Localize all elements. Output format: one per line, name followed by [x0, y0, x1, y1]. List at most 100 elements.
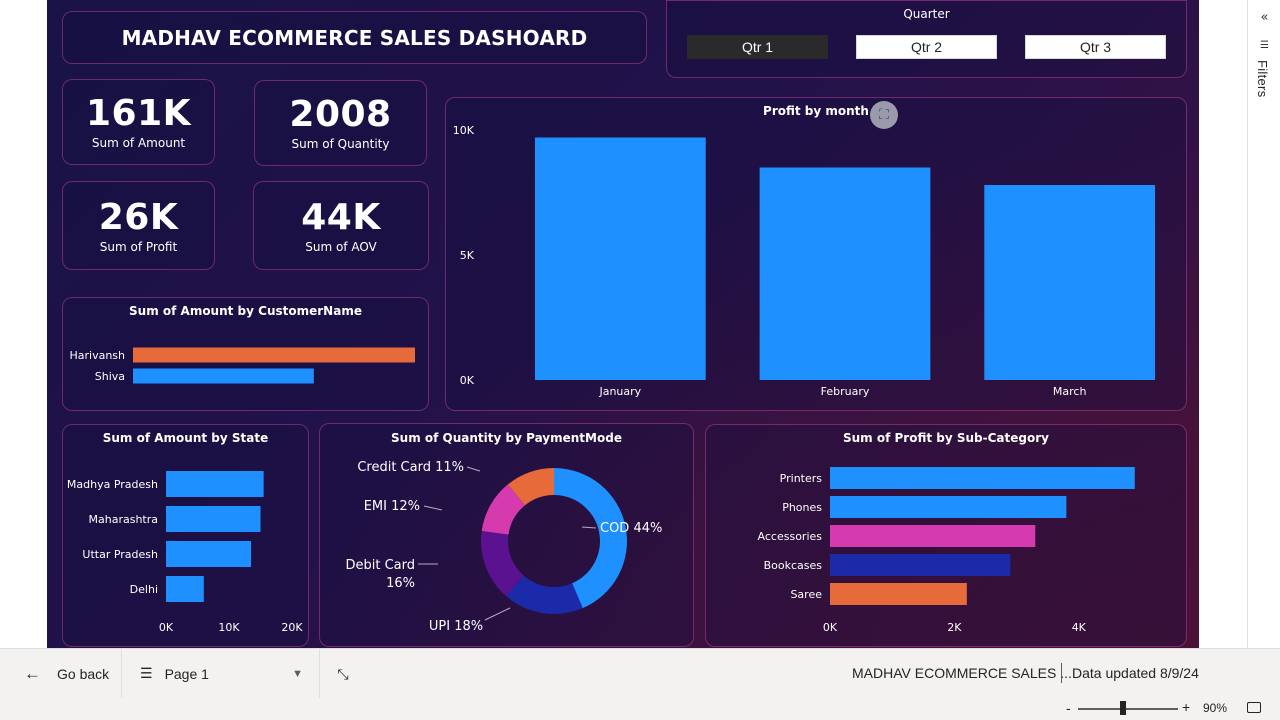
category-label: Shiva [95, 370, 125, 383]
category-label: Madhya Pradesh [67, 478, 158, 491]
bar [534, 137, 706, 380]
bar [759, 167, 931, 380]
page-list-icon: ☰ [140, 665, 153, 681]
amount-by-customer-chart: Harivansh Shiva [69, 347, 415, 384]
filters-pane[interactable]: « ☰ Filters [1247, 0, 1280, 648]
slicer-option-qtr2[interactable]: Qtr 2 [856, 35, 997, 59]
zoom-slider-track[interactable] [1078, 708, 1178, 710]
kpi-label: Sum of Amount [91, 136, 186, 150]
slicer-option-qtr3[interactable]: Qtr 3 [1025, 35, 1166, 59]
go-back-button[interactable]: ← Go back [0, 649, 122, 698]
amount-by-customer-visual[interactable]: Sum of Amount by CustomerName Harivansh S… [62, 297, 429, 411]
chevron-down-icon: ▼ [292, 667, 303, 680]
dashboard-title: MADHAV ECOMMERCE SALES DASHOARD [121, 25, 588, 50]
bar [830, 554, 1011, 576]
bar [133, 368, 314, 384]
visual-title: Profit by month [763, 104, 869, 118]
page-selector[interactable]: ☰ Page 1 ▼ [122, 649, 320, 698]
leader-line [423, 505, 443, 511]
collapse-filters-icon[interactable]: « [1260, 10, 1269, 25]
profit-by-month-visual[interactable]: Profit by month ⛶ 0K 5K 10K January February… [445, 97, 1187, 411]
slice-label: Debit Card [345, 558, 415, 573]
bar [166, 471, 264, 497]
donut-slice [506, 575, 583, 614]
donut-slice [554, 468, 627, 609]
page-selector-label: Page 1 [164, 665, 209, 682]
kpi-value: 26K [98, 196, 179, 238]
report-title-status: MADHAV ECOMMERCE SALES ... [852, 665, 1072, 681]
bar [133, 347, 415, 363]
donut-slice [481, 484, 525, 535]
x-tick-label: January [598, 385, 641, 398]
x-tick-label: 20K [281, 621, 303, 634]
zoom-in-button[interactable]: + [1182, 699, 1191, 715]
profit-by-subcategory-chart: Printers Phones Accessories Bookcases Saree 0… [758, 467, 1135, 634]
zoom-out-button[interactable]: - [1066, 700, 1071, 716]
slice-label: UPI 18% [429, 619, 483, 634]
title-card: MADHAV ECOMMERCE SALES DASHOARD [62, 11, 647, 64]
bar [166, 506, 261, 532]
collapse-arrows-icon[interactable]: ⤡ [337, 665, 349, 682]
donut-slice [507, 468, 554, 506]
x-tick-label: March [1053, 385, 1087, 398]
category-label: Phones [782, 501, 822, 514]
kpi-label: Sum of AOV [305, 239, 377, 254]
left-margin [0, 0, 47, 648]
category-label: Delhi [130, 583, 158, 596]
kpi-label: Sum of Profit [99, 239, 178, 254]
y-tick-label: 10K [453, 124, 475, 137]
zoom-bar: - + 90% [0, 698, 1280, 720]
bar [830, 583, 967, 605]
y-tick-label: 5K [460, 249, 475, 262]
x-tick-label: 4K [1072, 621, 1087, 634]
visual-title: Sum of Profit by Sub-Category [843, 431, 1049, 445]
filters-label[interactable]: Filters [1255, 60, 1270, 98]
category-label: Accessories [758, 530, 823, 543]
arrow-left-icon: ← [24, 663, 41, 683]
bottom-navigation-bar: ← Go back ☰ Page 1 ▼ ⤡ MADHAV ECOMMERCE … [0, 648, 1280, 698]
profit-by-subcategory-visual[interactable]: Sum of Profit by Sub-Category Printers Ph… [705, 424, 1187, 647]
leader-line [581, 526, 597, 529]
x-tick-label: 0K [159, 621, 174, 634]
slice-label: 16% [386, 576, 415, 591]
slice-label: Credit Card 11% [357, 460, 464, 475]
amount-by-state-visual[interactable]: Sum of Amount by State Madhya Pradesh Mah… [62, 424, 309, 647]
go-back-label: Go back [57, 665, 110, 682]
quantity-by-paymentmode-visual[interactable]: Sum of Quantity by PaymentMode COD 44% UP… [319, 423, 694, 647]
kpi-card-amount: 161K Sum of Amount [62, 79, 215, 165]
kpi-value: 161K [85, 93, 192, 134]
category-label: Maharashtra [89, 513, 159, 526]
right-margin [1199, 0, 1247, 648]
bar [830, 496, 1067, 518]
visual-title: Sum of Quantity by PaymentMode [391, 431, 622, 445]
kpi-card-profit: 26K Sum of Profit [62, 181, 215, 270]
category-label: Uttar Pradesh [82, 548, 158, 561]
category-label: Harivansh [69, 349, 125, 362]
fit-to-page-icon[interactable] [1247, 702, 1261, 713]
visual-title: Sum of Amount by CustomerName [129, 304, 362, 318]
zoom-level: 90% [1203, 701, 1228, 715]
bar [830, 467, 1135, 489]
bar [166, 576, 204, 602]
bar [984, 185, 1156, 380]
bar [166, 541, 252, 567]
slicer-option-qtr1[interactable]: Qtr 1 [687, 35, 828, 59]
leader-line [484, 607, 511, 621]
x-tick-label: 0K [823, 621, 838, 634]
zoom-slider-thumb[interactable] [1120, 701, 1126, 715]
x-tick-label: 10K [218, 621, 240, 634]
filter-icon: ☰ [1260, 40, 1269, 51]
kpi-card-aov: 44K Sum of AOV [253, 181, 429, 270]
bar [830, 525, 1036, 547]
status-divider [1061, 663, 1062, 683]
visual-title: Sum of Amount by State [102, 431, 269, 445]
leader-line [466, 466, 481, 472]
focus-mode-icon[interactable]: ⛶ [870, 101, 898, 129]
profit-by-month-chart: 0K 5K 10K January February March [453, 124, 1156, 398]
amount-by-state-chart: Madhya Pradesh Maharashtra Uttar Pradesh De… [67, 471, 303, 634]
dashboard-canvas: MADHAV ECOMMERCE SALES DASHOARD Quarter … [47, 0, 1199, 648]
data-updated-status: Data updated 8/9/24 [1072, 665, 1199, 681]
quarter-slicer: Quarter Qtr 1 Qtr 2 Qtr 3 [666, 0, 1187, 78]
kpi-label: Sum of Quantity [291, 137, 390, 151]
